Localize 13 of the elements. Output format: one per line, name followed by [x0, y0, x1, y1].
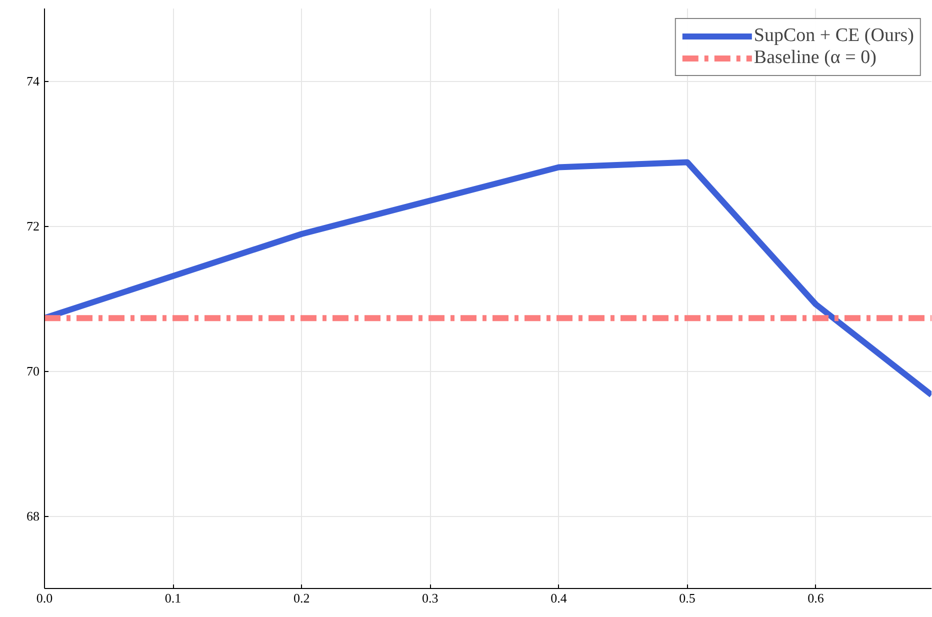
y-tick-label: 70: [26, 364, 40, 378]
x-tick-label: 0.2: [293, 590, 310, 606]
y-tick-label: 68: [26, 508, 40, 524]
x-tick-label: 0.1: [164, 590, 182, 606]
y-tick-label: 74: [26, 74, 40, 88]
x-tick-label: 0.5: [679, 590, 696, 606]
x-tick-label: 0.4: [550, 590, 568, 606]
legend-label: SupCon + CE (Ours): [754, 25, 914, 47]
legend-label: Baseline (α = 0): [754, 47, 876, 69]
y-tick-label: 72: [26, 218, 40, 234]
x-tick-label: 0.0: [36, 590, 53, 606]
x-tick-label: 0.3: [422, 590, 438, 606]
x-tick-label: 0.6: [808, 590, 824, 606]
